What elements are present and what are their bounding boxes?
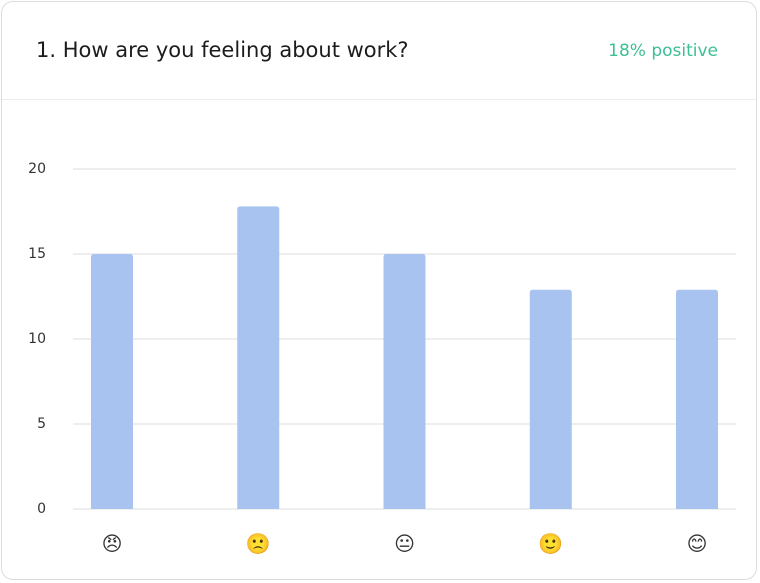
y-tick-label: 15 [28,246,46,262]
x-tick-label: 🙂 [538,532,563,556]
x-tick-label: 😠 [102,532,123,556]
bar [676,289,718,509]
bar [91,254,133,509]
question-title: 1. How are you feeling about work? [36,38,409,62]
y-tick-label: 10 [28,331,46,347]
x-tick-label: 😊 [687,532,708,556]
x-tick-label: 😐 [394,532,415,556]
y-tick-label: 20 [28,161,46,177]
y-tick-label: 0 [37,501,46,517]
card-header: 1. How are you feeling about work? 18% p… [2,2,758,100]
question-number: 1. [36,38,57,62]
question-text: How are you feeling about work? [62,38,409,62]
x-tick-label: 🙁 [246,532,271,556]
y-tick-label: 5 [37,416,46,432]
positive-summary: 18% positive [608,41,718,61]
bar [383,254,426,509]
bar [529,289,572,509]
bar [237,206,280,509]
